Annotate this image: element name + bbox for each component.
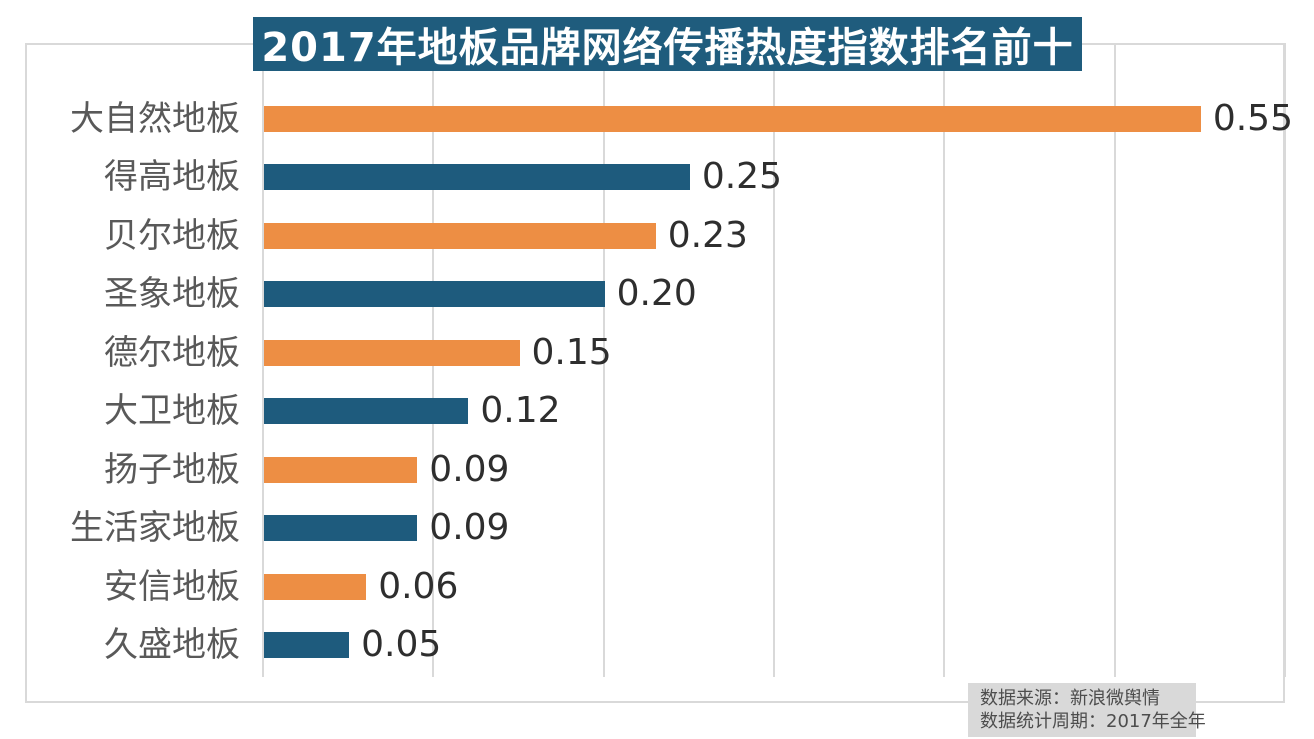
- category-label: 贝尔地板: [104, 215, 240, 256]
- value-label: 0.09: [429, 448, 510, 490]
- gridline: [602, 43, 605, 677]
- value-label: 0.55: [1212, 97, 1293, 139]
- bar: [264, 281, 605, 307]
- bar: [264, 632, 350, 658]
- value-label: 0.09: [429, 507, 510, 548]
- category-label: 大卫地板: [104, 391, 240, 431]
- bar: [264, 456, 418, 483]
- gridline: [773, 43, 775, 677]
- value-label: 0.23: [667, 214, 748, 256]
- category-label: 久盛地板: [104, 625, 240, 665]
- value-label: 0.15: [531, 331, 612, 373]
- value-label: 0.06: [378, 565, 459, 607]
- gridline: [943, 43, 946, 677]
- value-label: 0.12: [480, 390, 561, 431]
- bar: [264, 515, 418, 541]
- category-label: 德尔地板: [104, 332, 240, 373]
- bar: [264, 339, 520, 366]
- category-label: 安信地板: [104, 566, 240, 607]
- gridline: [262, 43, 264, 677]
- chart-title-text: 2017年地板品牌网络传播热度指数排名前十: [261, 25, 1074, 71]
- bar: [264, 573, 367, 600]
- bar: [264, 105, 1201, 132]
- category-label: 生活家地板: [70, 508, 240, 548]
- value-label: 0.05: [361, 624, 442, 665]
- data-source-note: 数据来源：新浪微舆情 数据统计周期：2017年全年: [968, 683, 1206, 737]
- category-label: 圣象地板: [104, 274, 240, 314]
- data-period-line: 数据统计周期：2017年全年: [980, 711, 1206, 732]
- gridline: [1284, 43, 1286, 677]
- category-label: 扬子地板: [104, 449, 240, 490]
- bar: [264, 222, 656, 249]
- data-source-line: 数据来源：新浪微舆情: [980, 688, 1160, 709]
- chart-title: 2017年地板品牌网络传播热度指数排名前十: [253, 17, 1082, 71]
- bar: [264, 398, 469, 424]
- value-label: 0.20: [616, 273, 697, 314]
- category-label: 大自然地板: [70, 98, 240, 139]
- value-label: 0.25: [701, 156, 782, 197]
- bar: [264, 164, 690, 190]
- gridline: [1113, 43, 1116, 677]
- category-label: 得高地板: [104, 157, 240, 197]
